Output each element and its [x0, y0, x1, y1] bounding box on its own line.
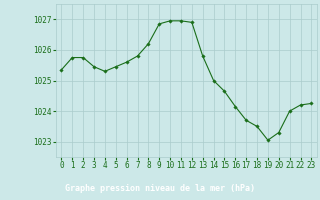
Text: Graphe pression niveau de la mer (hPa): Graphe pression niveau de la mer (hPa): [65, 184, 255, 193]
